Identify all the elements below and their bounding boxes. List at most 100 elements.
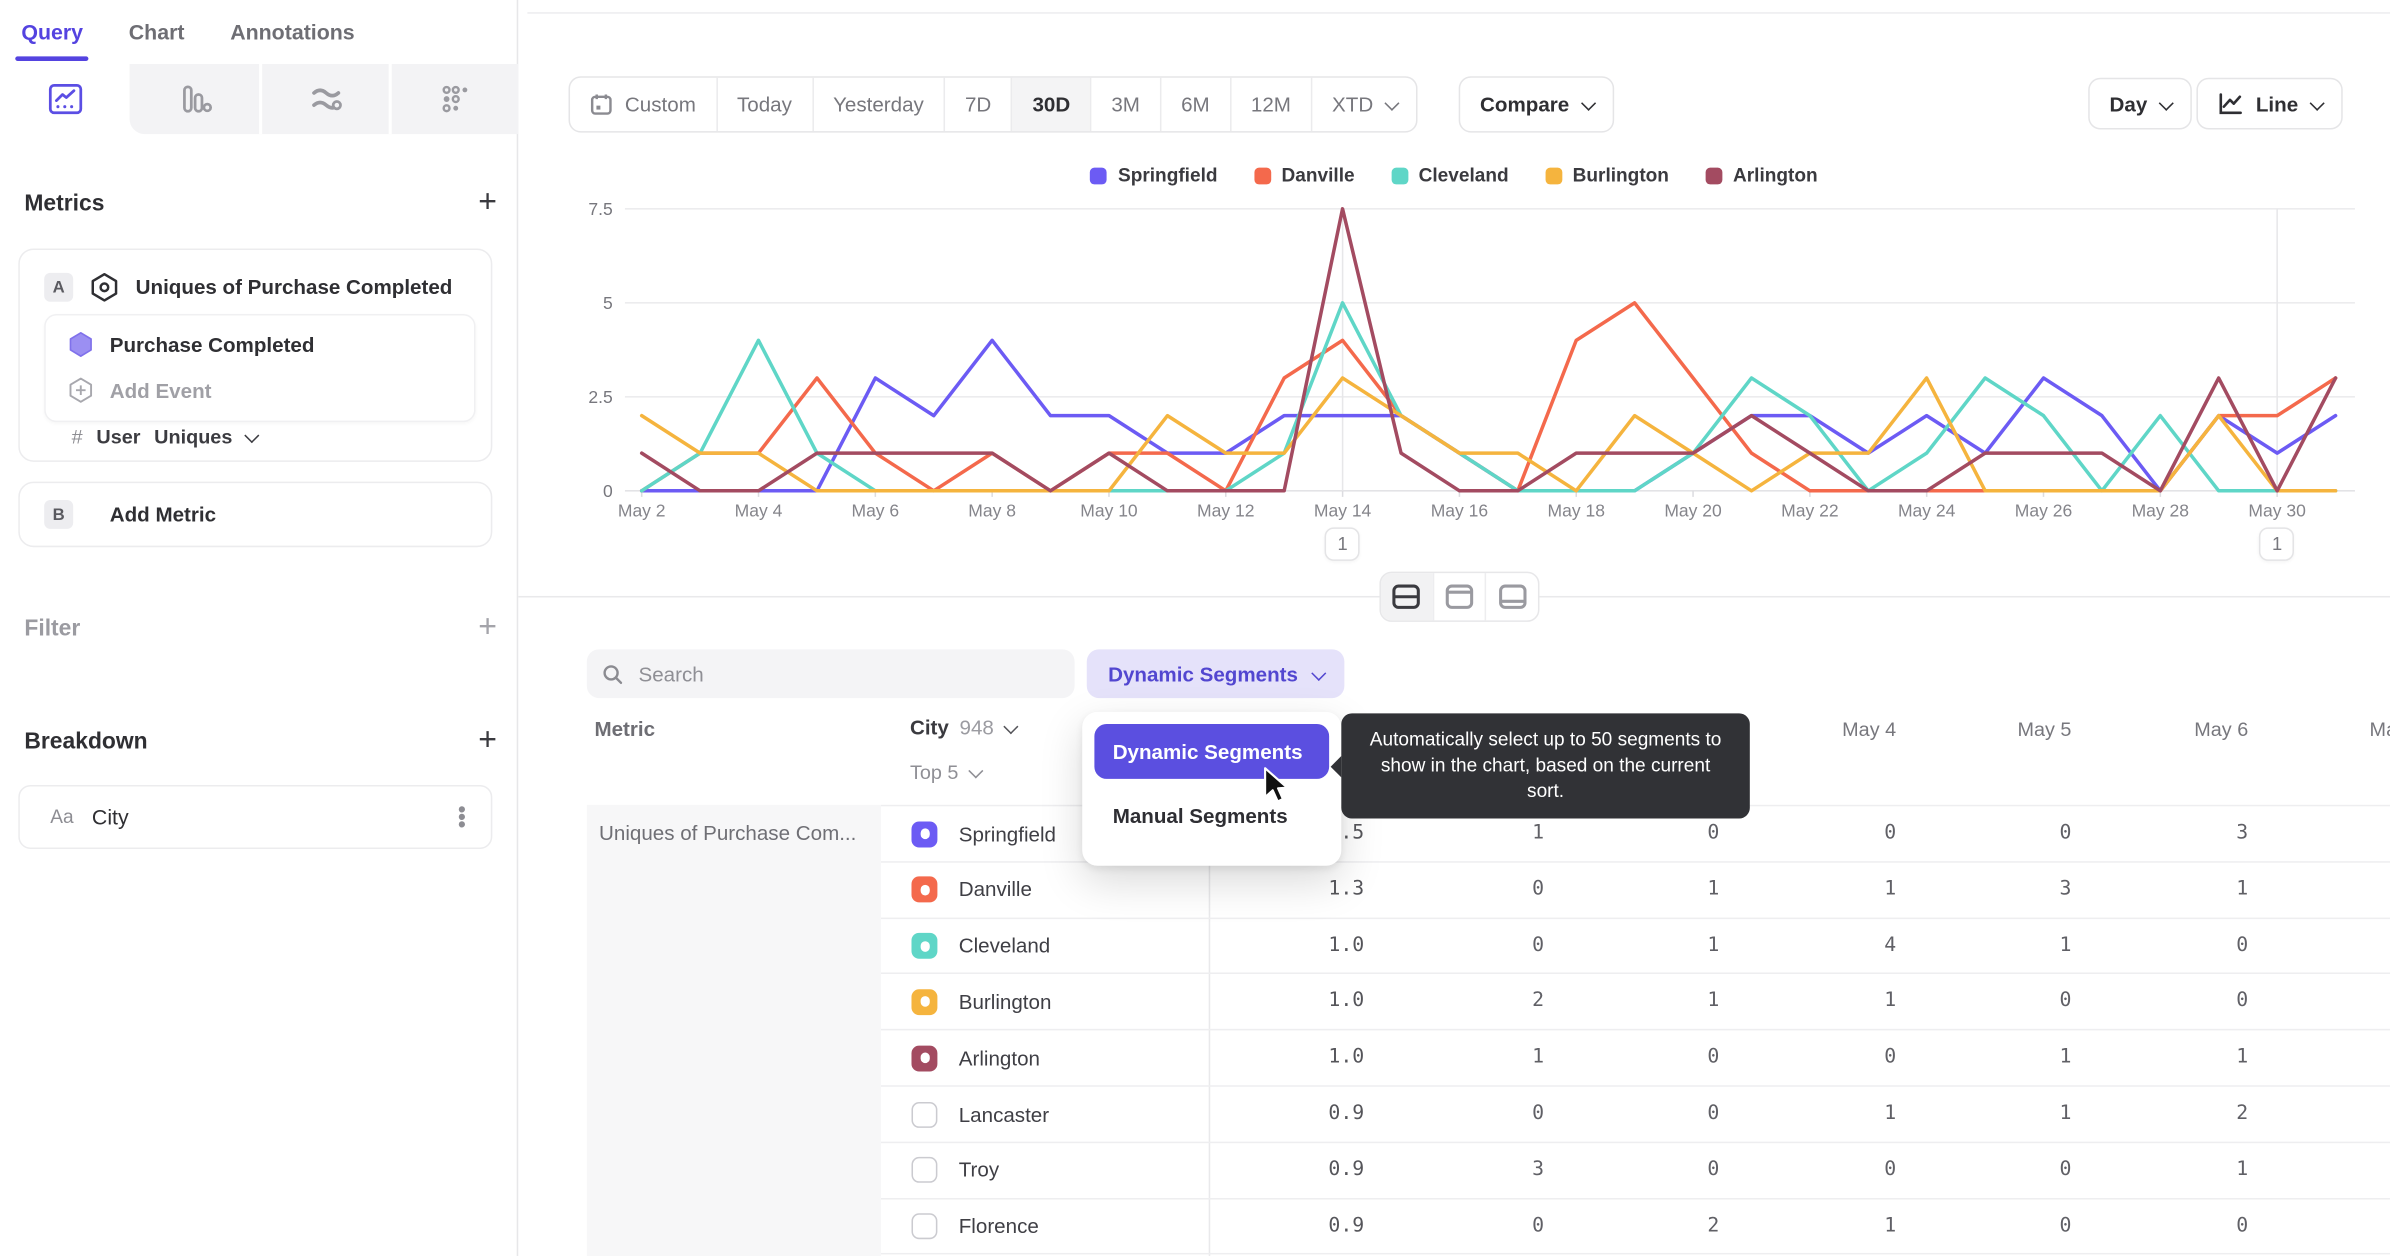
table-row-springfield[interactable]: Springfield (881, 806, 1643, 862)
range-yesterday[interactable]: Yesterday (811, 77, 944, 132)
layout-table-hidden-button[interactable] (1432, 573, 1485, 621)
table-row-danville[interactable]: Danville (881, 862, 1643, 918)
cell-value: 0 (1532, 933, 1545, 957)
segment-checkbox[interactable] (911, 876, 938, 903)
svg-text:May 16: May 16 (1431, 501, 1488, 521)
table-row-lancaster[interactable]: Lancaster (881, 1086, 1643, 1142)
top-filter-label: Top 5 (909, 760, 959, 784)
tab-query[interactable]: Query (15, 5, 90, 61)
table-row-burlington[interactable]: Burlington (881, 974, 1643, 1030)
range-12m[interactable]: 12M (1229, 77, 1311, 132)
range-30d[interactable]: 30D (1011, 77, 1091, 132)
sidebar-body: Metrics + A Uniques of Purchase Complete… (0, 134, 518, 1256)
kebab-menu-icon[interactable]: • • • (457, 796, 466, 838)
measure-entity: User (96, 425, 141, 449)
segments-mode-button[interactable]: Dynamic Segments (1086, 649, 1344, 699)
add-breakdown-icon[interactable]: + (478, 722, 497, 758)
line-style-icon (2219, 92, 2242, 114)
breakdown-section-header: Breakdown + (24, 722, 497, 758)
layout-toggle-group (1379, 571, 1540, 622)
mouse-cursor (1264, 767, 1289, 803)
search-input[interactable] (635, 660, 1060, 687)
segment-checkbox[interactable] (911, 1101, 938, 1128)
range-3m[interactable]: 3M (1090, 77, 1160, 132)
checkbox-dot (919, 828, 930, 840)
legend-item-cleveland[interactable]: Cleveland (1391, 165, 1509, 186)
cell-value: 1 (2236, 1045, 2249, 1069)
tab-chart[interactable]: Chart (128, 19, 185, 45)
table-row-troy[interactable]: Troy (881, 1142, 1643, 1198)
cell-value: 0 (1532, 1214, 1545, 1238)
add-metric-icon[interactable]: + (478, 184, 497, 220)
tab-river-chart[interactable] (259, 64, 389, 135)
range-7d[interactable]: 7D (943, 77, 1011, 132)
breakdown-item-city[interactable]: Aa City • • • (18, 784, 493, 849)
chevron-down-icon (967, 763, 984, 779)
segment-checkbox[interactable] (911, 1157, 938, 1184)
legend-item-springfield[interactable]: Springfield (1090, 165, 1218, 186)
layout-split-button[interactable] (1380, 573, 1433, 621)
svg-text:May 22: May 22 (1781, 501, 1838, 521)
metric-block-b[interactable]: B Add Metric (18, 481, 493, 548)
column-header-may-6: May 6 (2194, 717, 2249, 741)
breakdown-column-header[interactable]: City 948 (910, 716, 1019, 740)
compare-button[interactable]: Compare (1458, 76, 1614, 133)
segment-name: Springfield (958, 822, 1056, 846)
granularity-button[interactable]: Day (2088, 77, 2192, 130)
event-row[interactable]: Purchase Completed (67, 331, 474, 358)
range-custom[interactable]: Custom (570, 78, 716, 131)
measure-selector[interactable]: # User Uniques (72, 425, 261, 449)
cell-value: 0 (2236, 933, 2249, 957)
panel-top-border (527, 12, 2390, 14)
table-row-cleveland[interactable]: Cleveland (881, 918, 1643, 974)
chart-legend: Springfield Danville Cleveland Burlington Ar… (518, 165, 2390, 186)
chevron-down-icon (1310, 665, 1326, 681)
breakdown-count: 948 (959, 716, 994, 740)
range-6m[interactable]: 6M (1159, 77, 1230, 132)
layout-chart-hidden-button[interactable] (1485, 573, 1538, 621)
dropdown-option-dynamic-segments[interactable]: Dynamic Segments (1094, 724, 1330, 779)
dropdown-option-manual-segments[interactable]: Manual Segments (1112, 804, 1288, 827)
segment-checkbox[interactable] (911, 1045, 938, 1072)
cell-value: 2 (2236, 1102, 2249, 1125)
segment-checkbox[interactable] (911, 932, 938, 959)
range-xtd[interactable]: XTD (1310, 77, 1416, 132)
avg-value: 0.9 (1328, 1214, 1365, 1238)
segment-checkbox[interactable] (911, 820, 938, 847)
svg-text:May 20: May 20 (1664, 501, 1722, 521)
cell-value: 0 (1707, 1045, 1720, 1069)
svg-text:7.5: 7.5 (588, 199, 612, 219)
tab-line-chart[interactable] (0, 64, 130, 134)
table-row-arlington[interactable]: Arlington (881, 1030, 1643, 1086)
tab-bar-chart[interactable] (130, 64, 260, 134)
add-event-row[interactable]: Add Event (67, 376, 474, 403)
segments-tooltip: Automatically select up to 50 segments t… (1330, 713, 1750, 819)
range-today[interactable]: Today (715, 77, 812, 132)
segment-name: Lancaster (958, 1102, 1050, 1126)
tab-matrix-chart[interactable] (388, 64, 519, 135)
breakdown-property-name: City (91, 804, 129, 830)
cell-value: 1 (1707, 877, 1720, 901)
metric-a-title: Uniques of Purchase Completed (135, 275, 453, 299)
legend-item-danville[interactable]: Danville (1254, 165, 1355, 186)
cell-value: 1 (1884, 989, 1897, 1013)
svg-text:May 12: May 12 (1197, 501, 1254, 521)
legend-item-burlington[interactable]: Burlington (1545, 165, 1669, 186)
chart-style-button[interactable]: Line (2196, 77, 2343, 130)
annotation-badge[interactable]: 1 (1325, 527, 1361, 561)
checkbox-dot (919, 1052, 930, 1064)
segment-checkbox[interactable] (911, 989, 938, 1015)
avg-value: 0.9 (1328, 1158, 1365, 1181)
legend-item-arlington[interactable]: Arlington (1705, 165, 1818, 186)
segment-checkbox[interactable] (911, 1213, 938, 1240)
metric-block-a[interactable]: A Uniques of Purchase Completed Purchase… (18, 248, 493, 462)
table-row-florence[interactable]: Florence (881, 1198, 1643, 1254)
add-filter-icon[interactable]: + (478, 609, 497, 645)
table-row-border (881, 1197, 2390, 1199)
sidebar-tabs: Query Chart Annotations (0, 0, 518, 64)
top-filter[interactable]: Top 5 (909, 760, 984, 784)
annotation-badge[interactable]: 1 (2259, 527, 2295, 561)
segments-dropdown-menu: Dynamic Segments Manual Segments (1082, 711, 1342, 866)
tab-annotations[interactable]: Annotations (230, 19, 355, 45)
filter-title: Filter (24, 615, 81, 641)
